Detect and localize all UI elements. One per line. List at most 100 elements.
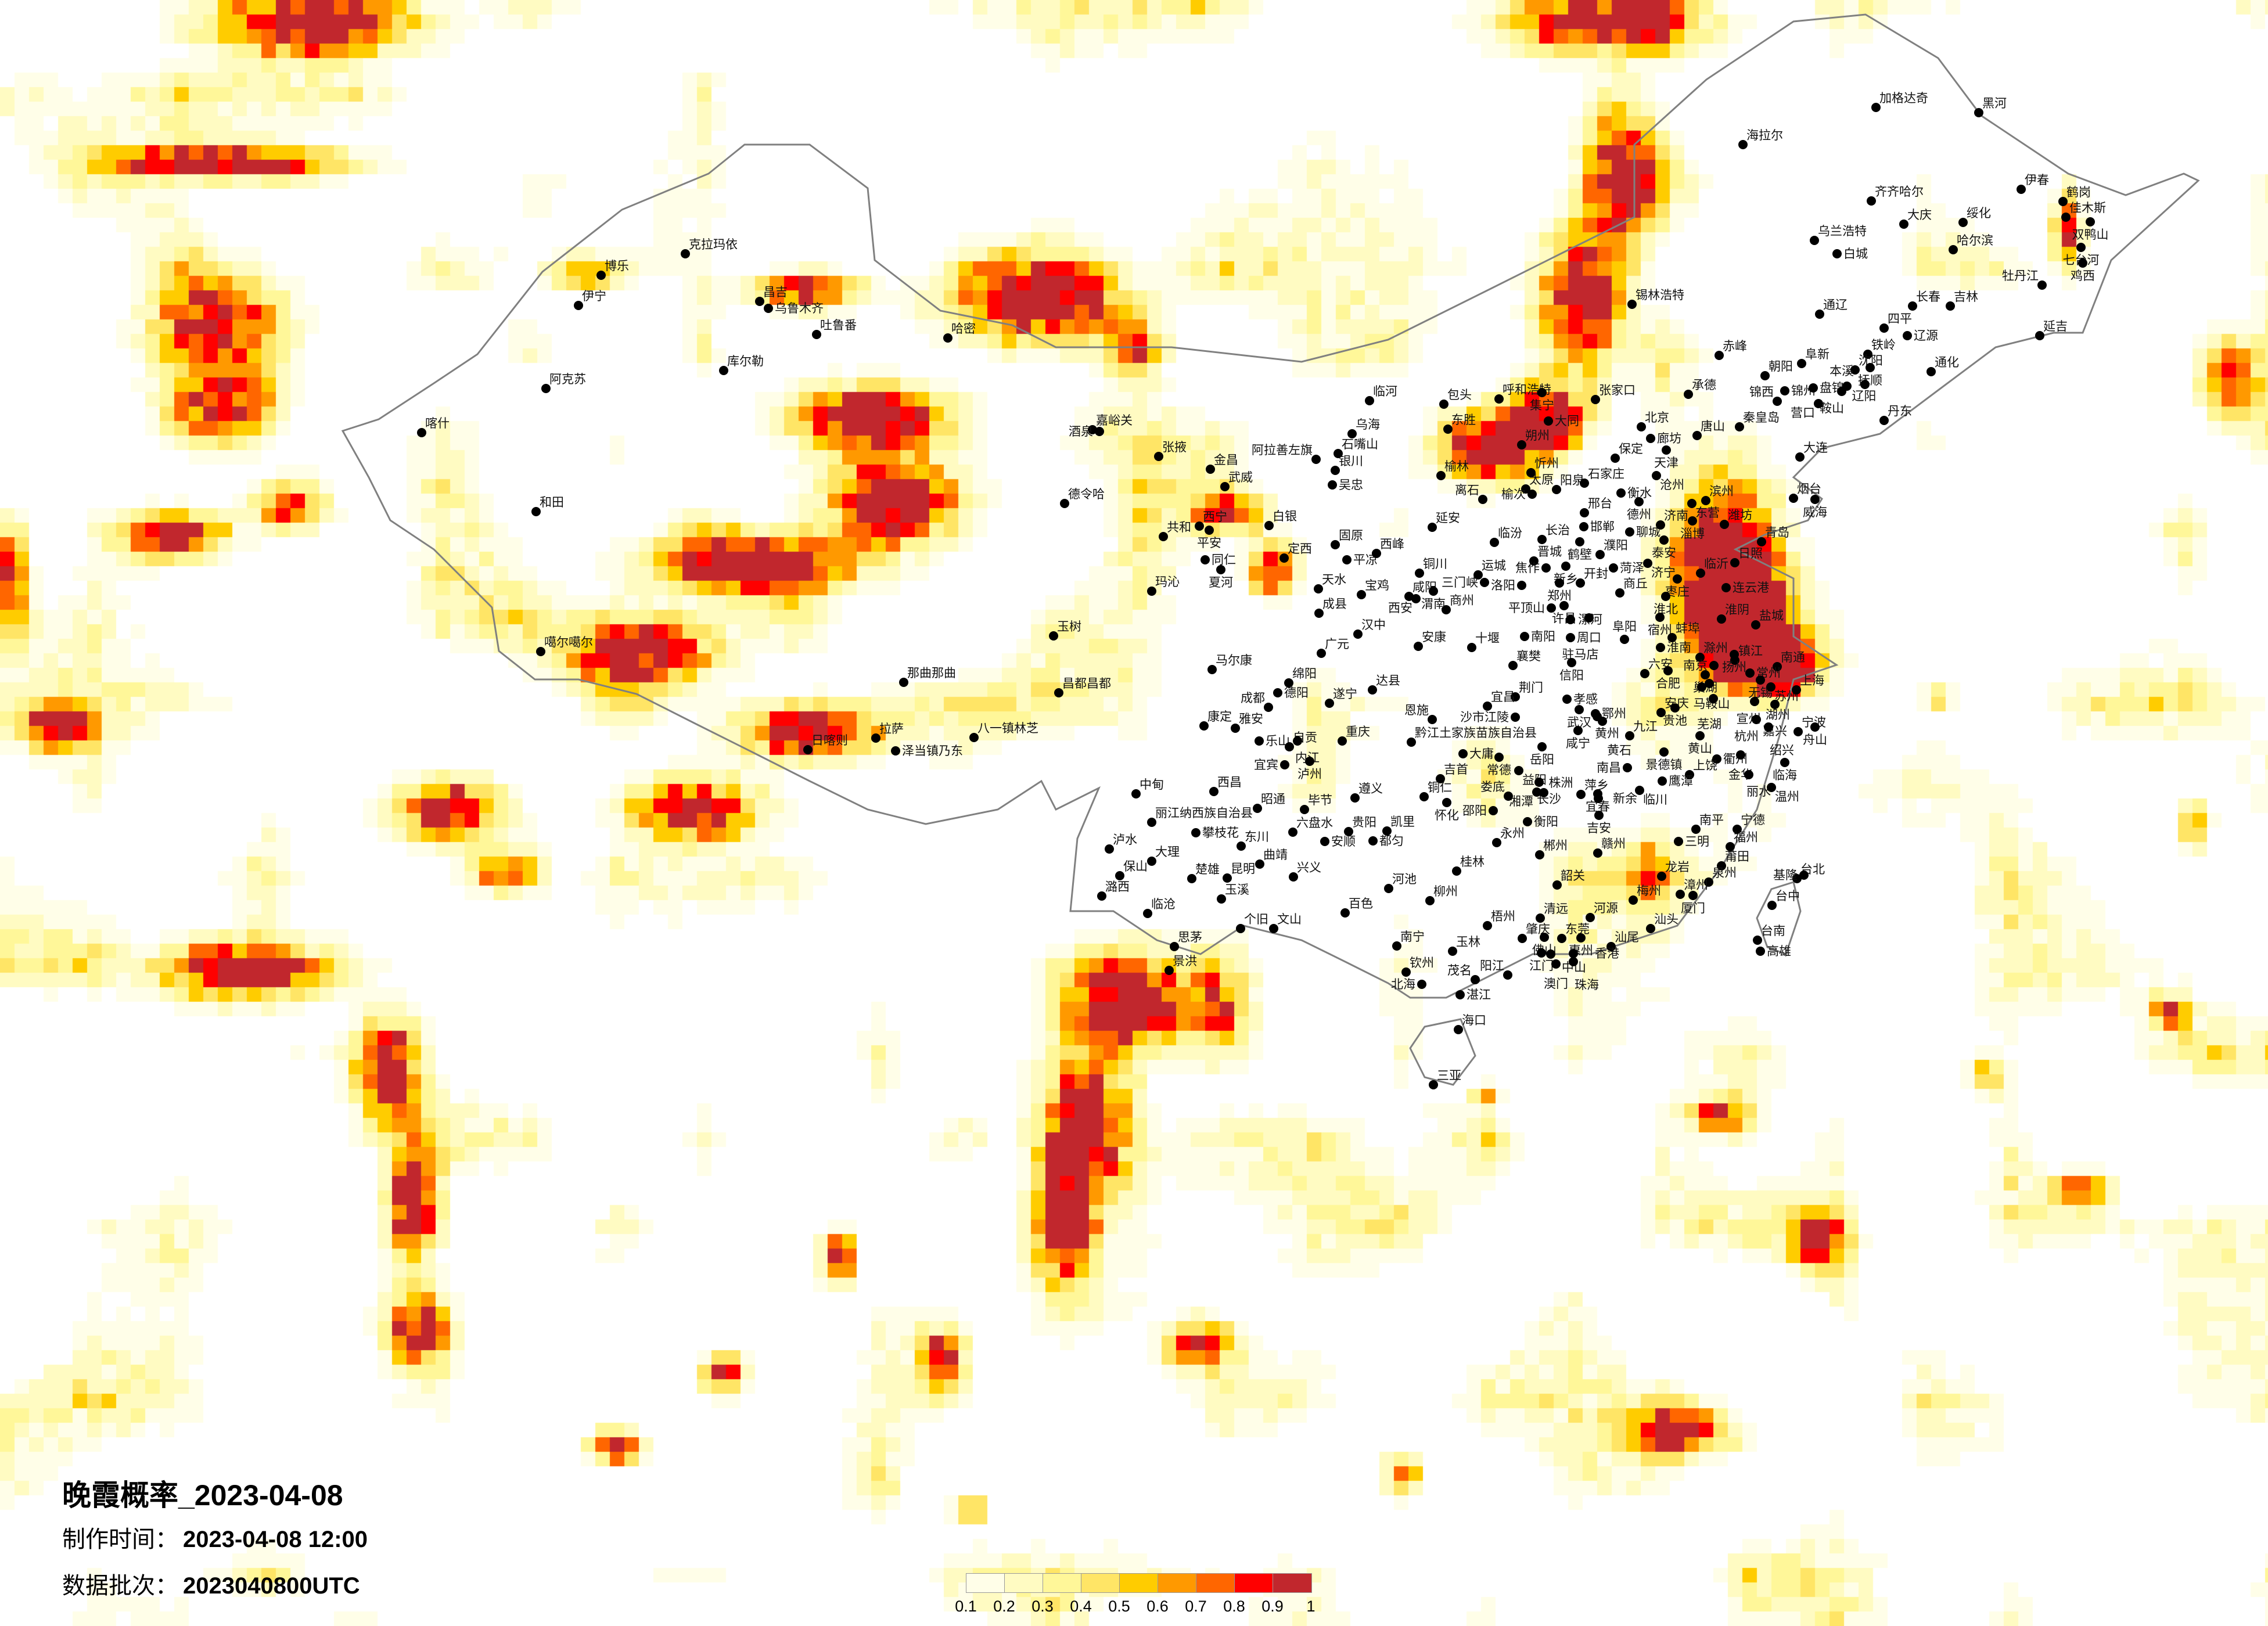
city-label: 通辽 — [1823, 298, 1848, 312]
city-label: 商丘 — [1623, 577, 1648, 591]
city-dot-icon — [1661, 592, 1670, 601]
city-label: 西昌 — [1217, 775, 1242, 789]
city-dot-icon — [1300, 805, 1309, 814]
city-dot-icon — [1164, 966, 1174, 975]
city-label: 西安 — [1388, 601, 1412, 615]
city-label: 南昌 — [1597, 761, 1621, 775]
city-dot-icon — [1280, 760, 1289, 769]
city-label: 济南 — [1664, 509, 1688, 523]
city-label: 六盘水 — [1296, 816, 1333, 830]
city-label: 广元 — [1325, 637, 1349, 651]
city-dot-icon — [1547, 603, 1556, 613]
city-dot-icon — [1368, 836, 1378, 846]
city-dot-icon — [1866, 363, 1875, 372]
legend-tick-label: 0.1 — [955, 1598, 977, 1615]
city-label: 成都 — [1241, 691, 1265, 705]
city-dot-icon — [1060, 499, 1069, 508]
city-dot-icon — [1236, 924, 1245, 933]
city-label: 三门峡 — [1442, 575, 1478, 589]
city-label: 蚌埠 — [1676, 621, 1700, 635]
city-dot-icon — [1721, 583, 1731, 592]
city-label: 南阳 — [1531, 629, 1555, 643]
city-label: 酒泉 — [1069, 425, 1093, 438]
city-dot-icon — [541, 384, 551, 393]
city-dot-icon — [1709, 661, 1719, 670]
color-legend: 0.1 0.2 0.3 0.4 0.5 0.6 0.7 0.8 0.9 1 — [955, 1573, 1315, 1616]
city-label: 玛沁 — [1155, 575, 1180, 589]
city-dot-icon — [1143, 909, 1152, 918]
city-dot-icon — [1489, 806, 1498, 815]
city-label: 珠海 — [1575, 977, 1599, 992]
city-dot-icon — [1623, 763, 1632, 772]
city-dot-icon — [1305, 757, 1314, 766]
city-label: 大庆 — [1907, 208, 1932, 222]
city-dot-icon — [1795, 452, 1805, 462]
city-label: 天津 — [1654, 456, 1678, 470]
city-dot-icon — [1520, 632, 1529, 641]
city-dot-icon — [1712, 754, 1721, 764]
city-label: 临沂 — [1704, 557, 1728, 571]
city-label: 十堰 — [1475, 631, 1500, 645]
city-dot-icon — [1860, 380, 1870, 389]
city-dot-icon — [1269, 924, 1278, 933]
city-label: 永州 — [1500, 826, 1525, 840]
city-dot-icon — [1231, 724, 1240, 733]
city-dot-icon — [1255, 736, 1264, 746]
city-dot-icon — [1523, 817, 1532, 826]
city-label: 德阳 — [1284, 686, 1309, 700]
city-label: 夏河 — [1209, 575, 1233, 589]
city-dot-icon — [1517, 440, 1526, 449]
city-dot-icon — [1328, 480, 1337, 490]
city-label: 和田 — [540, 495, 564, 509]
city-dot-icon — [764, 304, 773, 313]
city-label: 海口 — [1462, 1013, 1486, 1027]
city-dot-icon — [1627, 300, 1637, 309]
city-dot-icon — [1569, 957, 1578, 966]
city-dot-icon — [1407, 738, 1416, 747]
city-dot-icon — [1253, 804, 1262, 813]
data-batch-value: 2023040800UTC — [183, 1573, 360, 1599]
city-dot-icon — [1415, 569, 1424, 578]
city-label: 长春 — [1916, 290, 1940, 304]
city-dot-icon — [1809, 383, 1818, 393]
city-dot-icon — [1264, 703, 1273, 712]
city-dot-icon — [1674, 837, 1683, 846]
city-label: 龙岩 — [1665, 860, 1690, 874]
city-dot-icon — [1540, 933, 1549, 942]
city-dot-icon — [1159, 532, 1168, 541]
city-dot-icon — [1595, 550, 1605, 559]
city-dot-icon — [1494, 394, 1504, 404]
city-dot-icon — [755, 297, 764, 306]
city-label: 营口 — [1791, 406, 1815, 420]
city-dot-icon — [1428, 523, 1437, 532]
legend-swatch — [1120, 1574, 1158, 1592]
city-dot-icon — [1709, 694, 1718, 703]
city-dot-icon — [1401, 967, 1411, 977]
city-dot-icon — [1566, 633, 1575, 642]
city-dot-icon — [1342, 555, 1352, 564]
city-dot-icon — [1760, 371, 1770, 380]
legend-swatch — [1158, 1574, 1196, 1592]
city-dot-icon — [1478, 495, 1487, 504]
city-dot-icon — [1382, 826, 1392, 836]
city-dot-icon — [1576, 578, 1585, 588]
city-dot-icon — [871, 733, 880, 743]
city-dot-icon — [1580, 508, 1589, 517]
city-dot-icon — [1529, 556, 1539, 566]
city-label: 杭州 — [1734, 729, 1759, 744]
city-label: 吉安 — [1587, 821, 1611, 835]
city-dot-icon — [1705, 679, 1714, 688]
city-dot-icon — [2035, 331, 2044, 340]
city-label: 锦西 — [1749, 385, 1774, 399]
city-label: 遂宁 — [1333, 687, 1357, 701]
city-label: 都匀 — [1379, 834, 1404, 848]
city-dot-icon — [1544, 416, 1553, 426]
city-dot-icon — [1598, 717, 1607, 726]
legend-tick-label: 0.4 — [1070, 1598, 1092, 1615]
city-dot-icon — [1115, 871, 1124, 880]
city-label: 钦州 — [1410, 956, 1434, 970]
city-dot-icon — [1899, 220, 1908, 229]
china-border — [341, 13, 2200, 999]
city-label: 丽江纳西族自治县 — [1155, 806, 1253, 820]
city-dot-icon — [943, 333, 953, 343]
